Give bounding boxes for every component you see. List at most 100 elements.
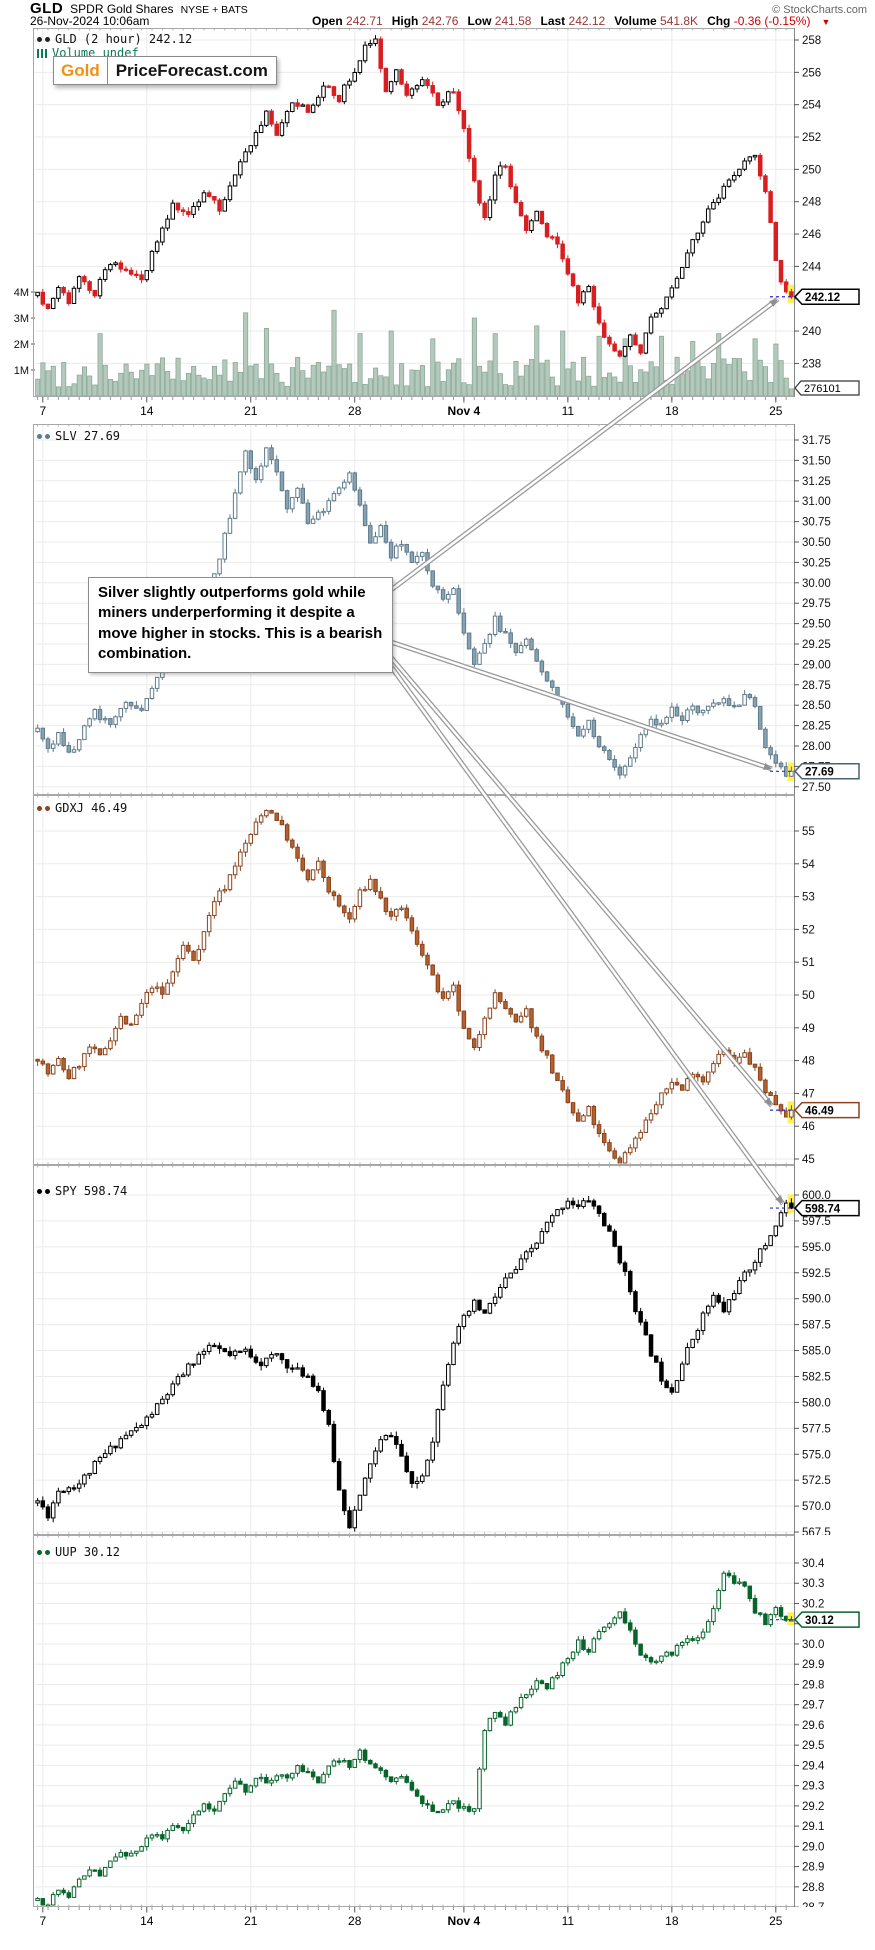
svg-text:48: 48 [802, 1056, 815, 1068]
price-label-uup: 30.12 [805, 1615, 834, 1627]
date-axis-gld: 7 14 21 28 Nov 4 11 18 25 [37, 397, 787, 418]
legend-gld-label: GLD (2 hour) 242.12 [55, 32, 193, 46]
legend-spy: SPY 598.74 [37, 1184, 127, 1198]
symbol-name: SPDR Gold Shares [70, 2, 174, 16]
svg-text:29.6: 29.6 [802, 1720, 824, 1732]
date-tick-label: 28 [348, 1914, 362, 1928]
price-label-gld: 242.12 [805, 292, 840, 304]
svg-text:31.00: 31.00 [802, 496, 831, 508]
change-down-triangle-icon: ▼ [821, 17, 831, 27]
svg-text:54: 54 [802, 859, 815, 871]
svg-text:46: 46 [802, 1121, 815, 1133]
svg-text:30.0: 30.0 [802, 1639, 824, 1651]
volume-bars-icon [37, 48, 47, 58]
legend-gld: GLD (2 hour) 242.12 [37, 32, 192, 46]
svg-text:28.50: 28.50 [802, 700, 831, 712]
svg-text:28.75: 28.75 [802, 680, 831, 692]
quote-change: Chg -0.36 (-0.15%) [707, 14, 811, 28]
series-icon [37, 1188, 50, 1195]
svg-text:3M: 3M [14, 313, 29, 325]
exchange: NYSE + BATS [180, 4, 248, 16]
price-label-spy: 598.74 [805, 1203, 841, 1215]
panel-uup-chart: 30.430.330.230.130.029.929.829.729.629.5… [0, 1535, 875, 1907]
svg-text:30.25: 30.25 [802, 557, 831, 569]
svg-text:238: 238 [802, 358, 821, 370]
svg-text:30.75: 30.75 [802, 517, 831, 529]
date-tick-label: 25 [769, 1914, 783, 1928]
title-line: GLD SPDR Gold Shares NYSE + BATS © Stock… [30, 0, 867, 17]
quote-volume: Volume 541.8K [614, 14, 699, 28]
svg-text:28.25: 28.25 [802, 721, 831, 733]
date-axis-bottom: 7 14 21 28 Nov 4 11 18 25 [37, 1907, 787, 1928]
date-tick-label: 18 [665, 404, 679, 418]
svg-text:597.5: 597.5 [802, 1216, 831, 1228]
date-tick-label: Nov 4 [448, 404, 481, 418]
svg-text:254: 254 [802, 100, 822, 112]
svg-text:29.75: 29.75 [802, 598, 831, 610]
svg-text:51: 51 [802, 957, 815, 969]
svg-text:31.25: 31.25 [802, 476, 831, 488]
date-tick-label: Nov 4 [448, 1914, 481, 1928]
series-icon [37, 805, 50, 812]
goldpriceforecast-watermark: Gold PriceForecast.com [53, 56, 277, 85]
svg-text:582.5: 582.5 [802, 1371, 831, 1383]
svg-text:52: 52 [802, 924, 815, 936]
svg-text:29.50: 29.50 [802, 619, 831, 631]
watermark-gold: Gold [54, 57, 108, 84]
date-tick-label: 18 [665, 1914, 679, 1928]
svg-text:27.50: 27.50 [802, 782, 831, 794]
svg-text:256: 256 [802, 67, 821, 79]
legend-slv-label: SLV 27.69 [55, 429, 121, 443]
svg-text:29.00: 29.00 [802, 659, 831, 671]
svg-text:592.5: 592.5 [802, 1268, 831, 1280]
watermark-site: PriceForecast.com [115, 61, 268, 80]
datetime: 26-Nov-2024 10:06am [30, 14, 150, 28]
panel-gdxj-chart: 55 54 53 52 51 50 49 48 47 46 45 46.49 [0, 795, 875, 1165]
copyright: © StockCharts.com [772, 4, 867, 16]
svg-text:570.0: 570.0 [802, 1501, 831, 1513]
svg-text:31.50: 31.50 [802, 455, 831, 467]
svg-text:258: 258 [802, 35, 821, 47]
svg-text:55: 55 [802, 826, 815, 838]
svg-text:29.9: 29.9 [802, 1659, 824, 1671]
date-tick-label: 14 [140, 404, 154, 418]
svg-text:2M: 2M [14, 339, 29, 351]
svg-text:29.4: 29.4 [802, 1760, 825, 1772]
svg-text:567.5: 567.5 [802, 1527, 831, 1535]
svg-text:47: 47 [802, 1088, 815, 1100]
svg-text:29.8: 29.8 [802, 1679, 824, 1691]
svg-text:45: 45 [802, 1154, 815, 1165]
svg-text:29.2: 29.2 [802, 1801, 824, 1813]
svg-text:4M: 4M [14, 287, 29, 299]
svg-text:28.8: 28.8 [802, 1882, 824, 1894]
svg-text:30.50: 30.50 [802, 537, 831, 549]
legend-gdxj: GDXJ 46.49 [37, 801, 127, 815]
svg-text:29.7: 29.7 [802, 1700, 824, 1712]
svg-text:600.0: 600.0 [802, 1190, 831, 1202]
volume-last-label: 276101 [804, 383, 841, 395]
date-tick-label: 28 [348, 404, 362, 418]
svg-text:587.5: 587.5 [802, 1320, 831, 1332]
symbol: GLD [30, 0, 64, 17]
svg-text:577.5: 577.5 [802, 1423, 831, 1435]
date-tick-label: 21 [244, 1914, 258, 1928]
quote-open: Open 242.71 [312, 14, 383, 28]
svg-text:248: 248 [802, 197, 821, 209]
date-tick-label: 21 [244, 404, 258, 418]
svg-text:53: 53 [802, 892, 815, 904]
quote-high: High 242.76 [391, 14, 459, 28]
svg-text:30.4: 30.4 [802, 1558, 825, 1570]
svg-text:49: 49 [802, 1023, 815, 1035]
date-tick-label: 25 [769, 404, 783, 418]
legend-slv: SLV 27.69 [37, 429, 120, 443]
panel-spy-chart: 600.0 597.5 595.0 592.5 590.0 587.5 585.0 582.5… [0, 1165, 875, 1535]
svg-text:590.0: 590.0 [802, 1294, 831, 1306]
date-tick-label: 11 [562, 404, 575, 418]
svg-text:29.0: 29.0 [802, 1841, 824, 1853]
svg-text:246: 246 [802, 229, 821, 241]
svg-text:250: 250 [802, 164, 821, 176]
date-tick-label: 11 [562, 1914, 575, 1928]
svg-text:31.75: 31.75 [802, 435, 831, 447]
svg-text:240: 240 [802, 326, 821, 338]
price-label-gdxj: 46.49 [805, 1105, 834, 1117]
